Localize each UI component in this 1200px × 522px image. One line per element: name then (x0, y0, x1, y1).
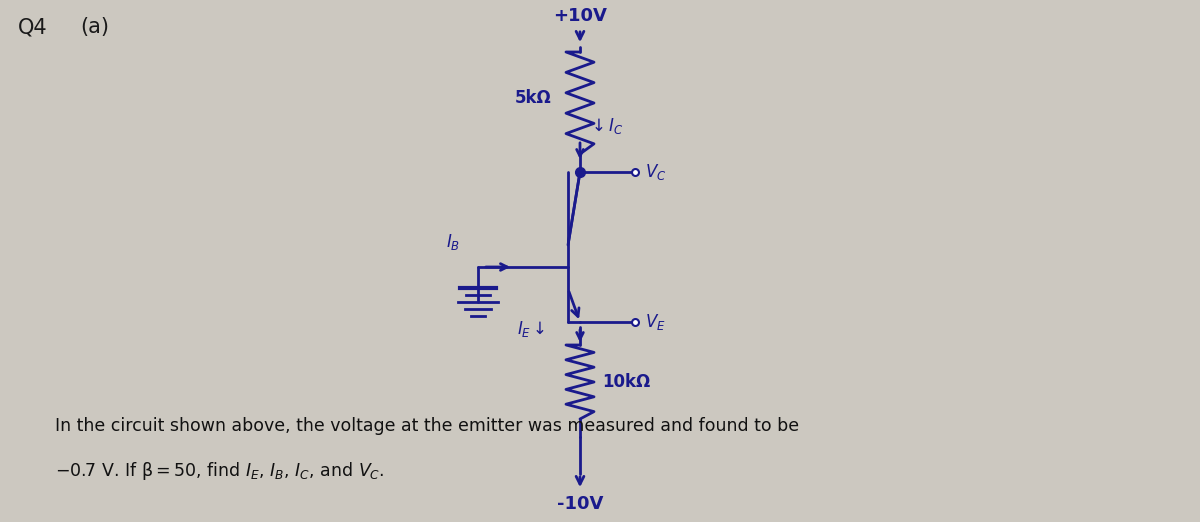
Text: +10V: +10V (553, 7, 607, 25)
Text: -10V: -10V (557, 495, 604, 513)
Text: $V_C$: $V_C$ (646, 162, 666, 182)
Text: $V_E$: $V_E$ (646, 312, 666, 332)
Text: $I_B$: $I_B$ (446, 232, 460, 252)
Text: −0.7 V. If β = 50, find $I_E$, $I_B$, $I_C$, and $V_C$.: −0.7 V. If β = 50, find $I_E$, $I_B$, $I… (55, 460, 384, 482)
Text: Q4: Q4 (18, 17, 48, 37)
Text: 10kΩ: 10kΩ (602, 373, 650, 391)
Text: (a): (a) (80, 17, 109, 37)
Text: In the circuit shown above, the voltage at the emitter was measured and found to: In the circuit shown above, the voltage … (55, 417, 799, 435)
Text: $\downarrow$$I_C$: $\downarrow$$I_C$ (588, 116, 623, 136)
Text: 5kΩ: 5kΩ (515, 89, 552, 107)
Text: $I_E$$\downarrow$: $I_E$$\downarrow$ (516, 319, 545, 339)
